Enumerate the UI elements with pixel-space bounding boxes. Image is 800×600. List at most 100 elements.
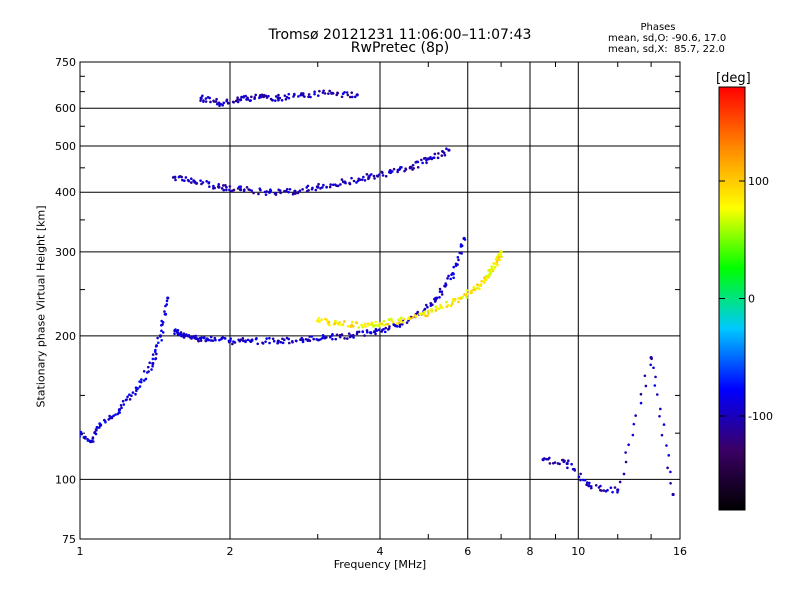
data-point: [426, 310, 430, 314]
data-point: [352, 336, 355, 339]
data-point: [264, 340, 267, 343]
data-point: [260, 95, 263, 99]
x-tick-label: 10: [571, 545, 585, 558]
data-point: [456, 255, 460, 259]
data-point: [184, 176, 188, 179]
data-point: [609, 486, 613, 489]
data-point: [579, 478, 582, 482]
data-point: [277, 93, 280, 97]
data-point: [321, 186, 324, 189]
data-point: [454, 262, 458, 266]
data-point: [476, 283, 479, 287]
data-point: [142, 379, 146, 382]
data-point: [274, 95, 278, 98]
data-point: [171, 176, 175, 179]
data-point: [430, 308, 433, 311]
data-point: [650, 357, 653, 361]
data-point: [124, 398, 128, 402]
y-tick-label: 300: [55, 246, 76, 259]
data-point: [199, 179, 202, 182]
data-point: [374, 323, 377, 327]
data-point: [224, 183, 227, 187]
data-point: [147, 370, 150, 373]
data-point: [457, 258, 460, 262]
data-point: [348, 335, 352, 339]
data-point: [451, 300, 454, 304]
data-point: [244, 339, 247, 342]
data-point: [331, 92, 335, 95]
data-point: [221, 103, 225, 107]
data-point: [269, 189, 273, 193]
data-point: [372, 330, 377, 334]
data-point: [138, 385, 142, 388]
data-point: [220, 187, 224, 190]
data-point: [372, 174, 376, 178]
data-point: [294, 192, 297, 195]
data-point: [431, 303, 434, 306]
data-point: [465, 289, 469, 292]
data-point: [151, 361, 155, 366]
data-point: [159, 335, 162, 338]
data-point: [351, 325, 355, 328]
data-point: [392, 167, 396, 171]
data-point: [389, 317, 393, 321]
colorbar-tick-label: -100: [748, 410, 773, 423]
data-point: [146, 365, 150, 369]
data-point: [215, 97, 218, 101]
data-point: [120, 406, 123, 410]
data-point: [151, 364, 154, 368]
data-point: [181, 178, 184, 182]
data-point: [216, 185, 220, 188]
data-point: [433, 152, 437, 156]
data-point: [134, 392, 137, 396]
data-point: [328, 185, 332, 189]
data-point: [345, 337, 349, 340]
data-point: [233, 341, 237, 344]
data-point: [222, 188, 226, 192]
data-point: [336, 184, 340, 188]
data-point: [384, 174, 388, 178]
data-point: [364, 322, 367, 326]
data-point: [160, 329, 163, 333]
data-point: [208, 185, 211, 188]
data-point: [199, 96, 203, 100]
data-point: [357, 330, 361, 334]
data-point: [667, 454, 671, 457]
data-point: [435, 306, 439, 310]
data-point: [228, 185, 232, 188]
data-point: [288, 341, 291, 345]
data-point: [222, 101, 226, 105]
data-point: [118, 411, 121, 414]
data-point: [412, 167, 415, 170]
data-point: [465, 292, 469, 295]
data-point: [190, 181, 193, 184]
data-point: [156, 341, 160, 345]
data-point: [151, 353, 155, 356]
data-point: [474, 287, 477, 291]
data-point: [265, 190, 268, 193]
data-point: [350, 95, 354, 99]
data-point: [325, 336, 328, 339]
data-point: [334, 337, 338, 341]
data-point: [416, 310, 420, 314]
data-point: [378, 324, 381, 328]
data-point: [80, 435, 82, 438]
data-point: [285, 95, 289, 99]
data-point: [599, 484, 602, 488]
data-point: [450, 302, 454, 306]
data-point: [271, 337, 275, 341]
data-point: [498, 253, 502, 257]
data-point: [548, 462, 552, 465]
data-point: [232, 100, 235, 104]
data-point: [207, 181, 211, 184]
data-point: [328, 323, 331, 327]
data-point: [416, 165, 420, 169]
data-point: [317, 316, 321, 320]
data-point: [112, 414, 115, 418]
data-point: [204, 339, 208, 343]
data-point: [200, 182, 203, 186]
data-point: [660, 433, 664, 437]
colorbar-ticks: 100 0 -100: [719, 175, 773, 423]
data-point: [283, 94, 287, 97]
data-point: [493, 265, 497, 269]
